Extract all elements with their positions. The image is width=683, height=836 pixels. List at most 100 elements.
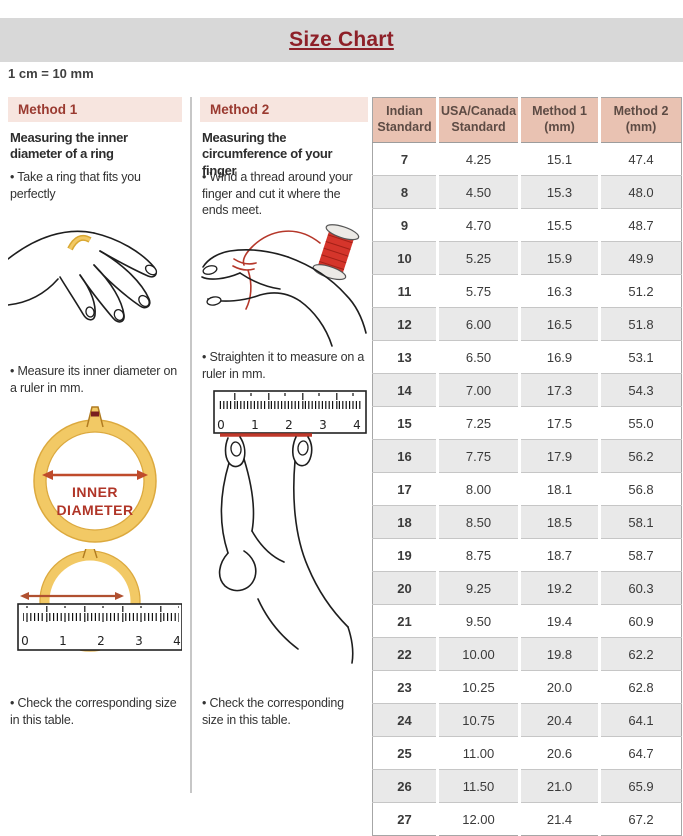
thread-spool <box>312 224 360 281</box>
method1-subtitle: Measuring the inner diameter of a ring <box>10 130 128 162</box>
table-cell: 58.1 <box>598 505 682 539</box>
table-cell: 16.9 <box>518 340 600 374</box>
table-cell: 10.75 <box>436 703 520 737</box>
table-cell: 4.25 <box>436 142 520 176</box>
method1-header: Method 1 <box>8 97 182 122</box>
table-cell: 19.2 <box>518 571 600 605</box>
table-cell: 16.5 <box>518 307 600 341</box>
table-cell: 15 <box>372 406 438 440</box>
table-row: 25 11.00 20.6 64.7 <box>372 736 682 770</box>
table-cell: 62.2 <box>598 637 682 671</box>
table-cell: 21.4 <box>518 802 600 836</box>
table-row: 26 11.50 21.0 65.9 <box>372 769 682 803</box>
thread-on-ruler-illustration: 0 1 2 3 4 <box>213 390 367 664</box>
table-row: 23 10.25 20.0 62.8 <box>372 670 682 704</box>
table-cell: 53.1 <box>598 340 682 374</box>
ring-on-ruler-illustration: 0 1 2 3 4 <box>17 549 182 652</box>
method2-step1: Wind a thread around your finger and cut… <box>202 169 368 219</box>
page-title: Size Chart <box>289 28 394 51</box>
table-row: 7 4.25 15.1 47.4 <box>372 142 682 176</box>
table-cell: 16 <box>372 439 438 473</box>
ruler-tick-2: 2 <box>285 418 293 432</box>
table-cell: 19.4 <box>518 604 600 638</box>
table-cell: 4.50 <box>436 175 520 209</box>
inner-diameter-label-line1: INNER <box>72 484 118 500</box>
table-row: 9 4.70 15.5 48.7 <box>372 208 682 242</box>
table-cell: 51.2 <box>598 274 682 308</box>
table-cell: 18.1 <box>518 472 600 506</box>
table-cell: 27 <box>372 802 438 836</box>
table-cell: 21 <box>372 604 438 638</box>
table-cell: 64.7 <box>598 736 682 770</box>
method2-header: Method 2 <box>200 97 368 122</box>
table-cell: 20 <box>372 571 438 605</box>
table-row: 21 9.50 19.4 60.9 <box>372 604 682 638</box>
table-row: 22 10.00 19.8 62.2 <box>372 637 682 671</box>
column-divider <box>190 97 192 793</box>
table-cell: 19.8 <box>518 637 600 671</box>
method1-column: Method 1 Measuring the inner diameter of… <box>8 97 182 793</box>
table-cell: 12 <box>372 307 438 341</box>
table-cell: 17.5 <box>518 406 600 440</box>
table-cell: 7.75 <box>436 439 520 473</box>
table-cell: 5.25 <box>436 241 520 275</box>
col-header-usa-canada-standard: USA/Canada Standard <box>436 97 520 143</box>
table-cell: 14 <box>372 373 438 407</box>
table-cell: 19 <box>372 538 438 572</box>
ruler-tick-2: 2 <box>97 634 105 648</box>
title-bar: Size Chart <box>0 18 683 62</box>
gold-ring-on-finger <box>67 234 92 251</box>
table-cell: 67.2 <box>598 802 682 836</box>
table-cell: 22 <box>372 637 438 671</box>
ruler-tick-3: 3 <box>135 634 143 648</box>
table-row: 14 7.00 17.3 54.3 <box>372 373 682 407</box>
table-cell: 54.3 <box>598 373 682 407</box>
table-cell: 18.5 <box>518 505 600 539</box>
hand-with-ring-illustration <box>8 230 158 323</box>
col-header-indian-standard: Indian Standard <box>372 97 438 143</box>
table-cell: 11.50 <box>436 769 520 803</box>
table-cell: 7.25 <box>436 406 520 440</box>
inner-diameter-arrow <box>42 470 148 480</box>
table-cell: 10 <box>372 241 438 275</box>
table-cell: 8 <box>372 175 438 209</box>
table-row: 11 5.75 16.3 51.2 <box>372 274 682 308</box>
table-cell: 17 <box>372 472 438 506</box>
method1-step2: Measure its inner diameter on a ruler in… <box>10 363 182 396</box>
scale-note: 1 cm = 10 mm <box>8 66 94 81</box>
table-cell: 4.70 <box>436 208 520 242</box>
table-row: 10 5.25 15.9 49.9 <box>372 241 682 275</box>
hand-with-thread-spool-illustration <box>201 224 367 347</box>
table-row: 13 6.50 16.9 53.1 <box>372 340 682 374</box>
table-row: 27 12.00 21.4 67.2 <box>372 802 682 836</box>
table-row: 16 7.75 17.9 56.2 <box>372 439 682 473</box>
ruler-tick-4: 4 <box>353 418 361 432</box>
ruler-tick-4: 4 <box>173 634 181 648</box>
method2-step3: Check the corresponding size in this tab… <box>202 695 368 728</box>
table-cell: 9.50 <box>436 604 520 638</box>
table-cell: 25 <box>372 736 438 770</box>
table-cell: 13 <box>372 340 438 374</box>
ruler-tick-0: 0 <box>21 634 29 648</box>
table-cell: 18 <box>372 505 438 539</box>
inner-diameter-label-line2: DIAMETER <box>56 502 133 518</box>
table-row: 24 10.75 20.4 64.1 <box>372 703 682 737</box>
ruler-tick-0: 0 <box>217 418 225 432</box>
ring-inner-diameter-diagram: INNER DIAMETER <box>33 406 157 543</box>
table-row: 20 9.25 19.2 60.3 <box>372 571 682 605</box>
table-row: 17 8.00 18.1 56.8 <box>372 472 682 506</box>
table-cell: 8.50 <box>436 505 520 539</box>
table-cell: 48.0 <box>598 175 682 209</box>
table-cell: 23 <box>372 670 438 704</box>
table-cell: 18.7 <box>518 538 600 572</box>
method2-label: Method 2 <box>210 102 270 117</box>
table-cell: 6.00 <box>436 307 520 341</box>
table-cell: 49.9 <box>598 241 682 275</box>
table-cell: 62.8 <box>598 670 682 704</box>
ring-prong <box>86 406 104 428</box>
table-cell: 17.3 <box>518 373 600 407</box>
method2-step2: Straighten it to measure on a ruler in m… <box>202 349 368 382</box>
table-cell: 7 <box>372 142 438 176</box>
table-row: 18 8.50 18.5 58.1 <box>372 505 682 539</box>
table-cell: 58.7 <box>598 538 682 572</box>
